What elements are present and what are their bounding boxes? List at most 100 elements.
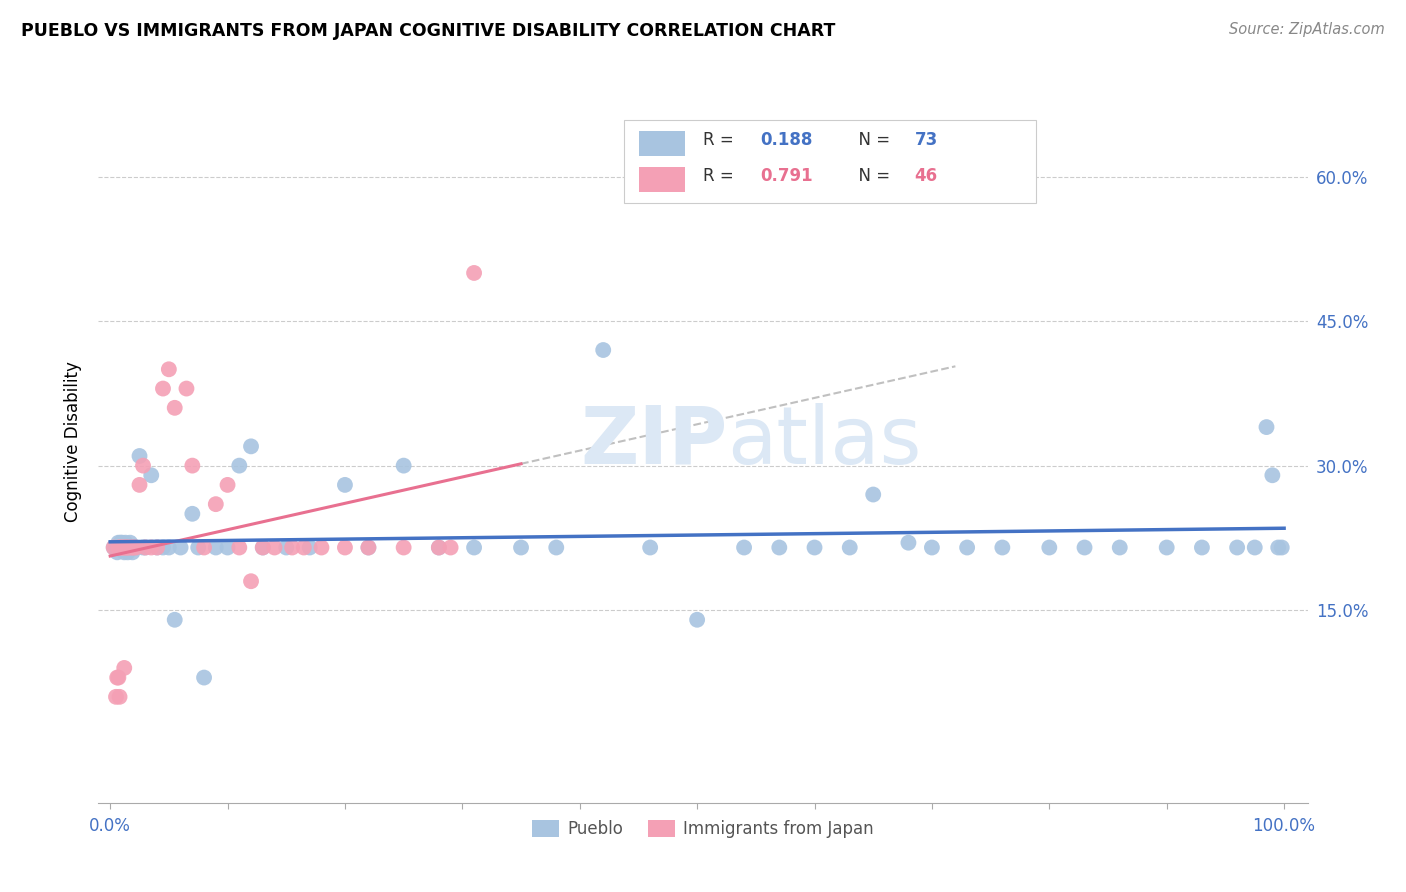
Point	[638, 541, 661, 555]
Point	[217, 478, 239, 492]
Point	[132, 541, 155, 555]
Point	[128, 478, 150, 492]
Point	[134, 541, 156, 555]
FancyBboxPatch shape	[638, 131, 685, 156]
Point	[217, 541, 239, 555]
Point	[1038, 541, 1060, 555]
Point	[463, 266, 485, 280]
Point	[1108, 541, 1130, 555]
Point	[1191, 541, 1213, 555]
Point	[125, 541, 148, 555]
Point	[111, 541, 134, 555]
Point	[181, 507, 204, 521]
FancyBboxPatch shape	[638, 167, 685, 193]
Point	[112, 541, 135, 555]
Point	[118, 541, 141, 555]
Point	[991, 541, 1014, 555]
Point	[157, 362, 180, 376]
Y-axis label: Cognitive Disability: Cognitive Disability	[65, 361, 83, 522]
Point	[103, 541, 125, 555]
Text: ZIP: ZIP	[579, 402, 727, 481]
Point	[114, 541, 136, 555]
Point	[463, 541, 485, 555]
Point	[281, 541, 304, 555]
Point	[1267, 541, 1289, 555]
Point	[121, 541, 143, 555]
Legend: Pueblo, Immigrants from Japan: Pueblo, Immigrants from Japan	[526, 814, 880, 845]
Point	[169, 541, 191, 555]
Point	[110, 535, 132, 549]
Point	[510, 541, 533, 555]
Point	[252, 541, 274, 555]
Point	[105, 690, 128, 704]
Point	[263, 541, 285, 555]
Point	[252, 541, 274, 555]
Point	[146, 541, 169, 555]
Point	[132, 458, 155, 473]
Point	[193, 541, 215, 555]
Point	[108, 541, 131, 555]
Point	[240, 574, 263, 589]
Text: PUEBLO VS IMMIGRANTS FROM JAPAN COGNITIVE DISABILITY CORRELATION CHART: PUEBLO VS IMMIGRANTS FROM JAPAN COGNITIV…	[21, 22, 835, 40]
Point	[163, 401, 186, 415]
Point	[187, 541, 209, 555]
Point	[240, 439, 263, 453]
Point	[111, 535, 134, 549]
Point	[115, 541, 138, 555]
Point	[1156, 541, 1178, 555]
Point	[111, 541, 134, 555]
Point	[276, 541, 298, 555]
Text: R =: R =	[703, 168, 740, 186]
Text: 0.791: 0.791	[759, 168, 813, 186]
Point	[1271, 541, 1294, 555]
Point	[105, 545, 128, 559]
Point	[897, 535, 920, 549]
Text: 0.188: 0.188	[759, 131, 813, 149]
Point	[392, 541, 415, 555]
Point	[112, 541, 135, 555]
Point	[427, 541, 450, 555]
Point	[108, 541, 131, 555]
Point	[110, 541, 132, 555]
Point	[427, 541, 450, 555]
Point	[333, 478, 356, 492]
Point	[141, 468, 163, 483]
Point	[392, 458, 415, 473]
Point	[1261, 468, 1284, 483]
Text: N =: N =	[848, 131, 896, 149]
Point	[592, 343, 614, 357]
Point	[546, 541, 568, 555]
Text: 46: 46	[915, 168, 938, 186]
Point	[121, 545, 143, 559]
Point	[108, 690, 131, 704]
Point	[163, 613, 186, 627]
Point	[105, 671, 128, 685]
Point	[112, 661, 135, 675]
Point	[112, 541, 135, 555]
Point	[157, 541, 180, 555]
Point	[686, 613, 709, 627]
Point	[107, 671, 129, 685]
Point	[193, 671, 215, 685]
Point	[228, 458, 250, 473]
Point	[357, 541, 380, 555]
Point	[921, 541, 943, 555]
Point	[105, 541, 128, 555]
Point	[128, 449, 150, 463]
Point	[122, 541, 145, 555]
Point	[103, 541, 125, 555]
Point	[107, 541, 129, 555]
Point	[228, 541, 250, 555]
Point	[146, 541, 169, 555]
Point	[176, 382, 198, 396]
Point	[204, 497, 226, 511]
Point	[292, 541, 315, 555]
Point	[298, 541, 321, 555]
Point	[117, 541, 139, 555]
Text: R =: R =	[703, 131, 740, 149]
Point	[141, 541, 163, 555]
Point	[112, 545, 135, 559]
Point	[120, 535, 142, 549]
Text: atlas: atlas	[727, 402, 921, 481]
Point	[1073, 541, 1095, 555]
